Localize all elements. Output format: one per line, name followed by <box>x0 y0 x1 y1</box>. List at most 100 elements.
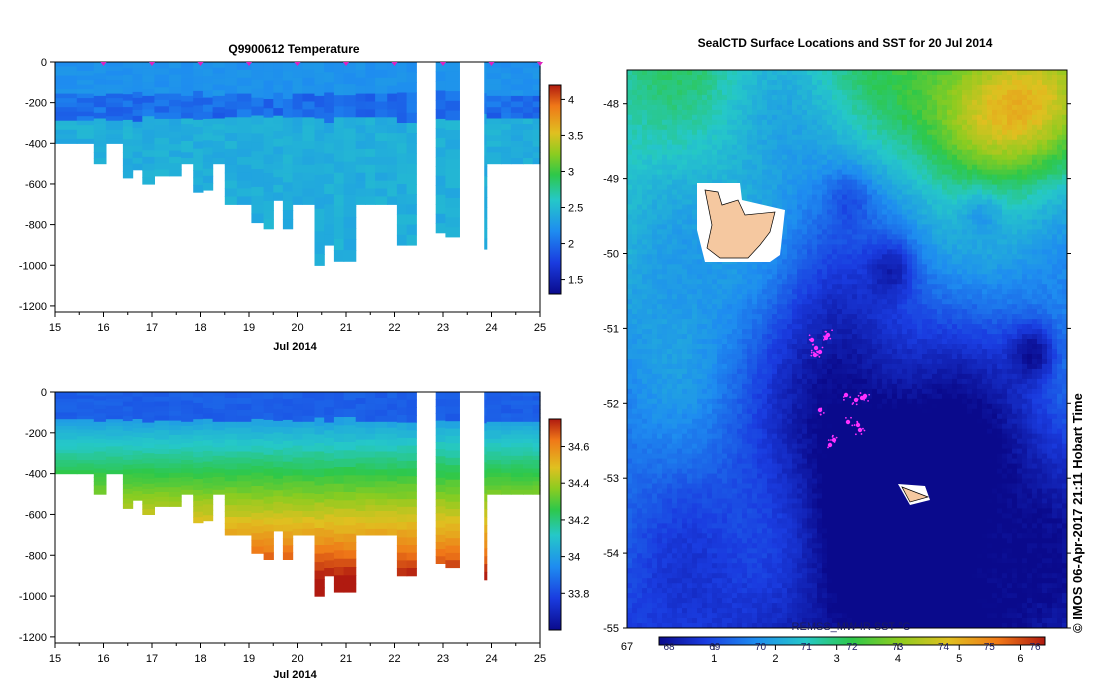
sst-cell <box>757 199 763 205</box>
sst-cell <box>922 124 928 131</box>
sst-cell <box>1037 94 1043 101</box>
sst-cell <box>667 224 673 230</box>
sst-cell <box>1012 209 1018 215</box>
sst-cell <box>937 234 943 240</box>
salinity-cell <box>343 392 357 401</box>
sst-cell <box>1002 219 1008 225</box>
sst-cell <box>837 209 843 215</box>
sst-cell <box>952 189 958 196</box>
sst-cell <box>662 134 668 141</box>
sst-cell <box>997 80 1003 86</box>
sst-cell <box>807 199 813 205</box>
salinity-cell <box>365 433 376 441</box>
sst-cell <box>822 159 828 166</box>
sst-cell <box>892 209 898 215</box>
salinity-cell <box>375 463 388 470</box>
salinity-cell <box>435 492 446 500</box>
sst-cell <box>1017 104 1023 111</box>
sst-cell <box>787 189 793 196</box>
temperature-cell <box>212 112 226 119</box>
sst-cell <box>992 70 998 76</box>
salinity-cell <box>396 392 408 401</box>
salinity-cell <box>142 437 155 444</box>
sst-cell <box>1032 159 1038 166</box>
sst-cell <box>902 94 908 101</box>
sst-cell <box>1037 75 1043 81</box>
sst-cell <box>927 214 933 220</box>
salinity-cell <box>523 438 534 444</box>
sst-cell <box>872 104 878 111</box>
sst-cell <box>642 119 648 126</box>
sst-cell <box>672 129 678 136</box>
sst-cell <box>802 209 808 215</box>
sst-cell <box>817 169 823 176</box>
sst-cell <box>1002 239 1008 245</box>
sst-cell <box>792 139 798 146</box>
salinity-cell <box>314 468 325 478</box>
surface-marker <box>537 62 543 66</box>
sst-cell <box>897 244 903 250</box>
sst-cell <box>877 224 883 230</box>
y-tick-label: -600 <box>25 179 47 191</box>
sst-cell <box>882 134 888 141</box>
sst-cell <box>957 164 963 171</box>
sst-cell <box>932 209 938 215</box>
sst-cell <box>797 164 803 171</box>
salinity-cell <box>212 409 226 414</box>
sst-cell <box>722 139 728 146</box>
sst-cell <box>652 104 658 111</box>
sst-cell <box>837 194 843 201</box>
sst-cell <box>807 164 813 171</box>
sst-cell <box>972 214 978 220</box>
sst-cell <box>662 89 668 96</box>
sst-cell <box>1017 94 1023 101</box>
sst-cell <box>707 134 713 141</box>
sst-cell <box>1012 189 1018 196</box>
sst-cell <box>712 109 718 116</box>
sst-cell <box>652 209 658 215</box>
temperature-cell <box>532 146 541 153</box>
salinity-cell <box>142 458 155 464</box>
salinity-cell <box>387 505 398 512</box>
surface-marker <box>197 62 204 66</box>
sst-cell <box>1012 184 1018 191</box>
sst-cell <box>877 89 883 96</box>
temperature-cell <box>510 124 524 131</box>
temperature-cell <box>532 78 541 86</box>
temperature-cell <box>236 117 253 126</box>
temperature-cell <box>292 141 303 150</box>
temperature-cell <box>142 82 155 90</box>
sst-cell <box>1017 199 1023 205</box>
sst-cell <box>742 124 748 131</box>
sst-cell <box>992 139 998 146</box>
sst-cell <box>637 109 643 116</box>
sst-cell <box>697 70 703 76</box>
sst-cell <box>912 80 918 86</box>
sst-cell <box>652 224 658 230</box>
salinity-cell <box>76 422 95 427</box>
sst-cell <box>922 144 928 151</box>
sst-cell <box>927 144 933 151</box>
salinity-cell <box>510 417 524 423</box>
temperature-cell <box>132 139 143 147</box>
sst-cell <box>887 179 893 186</box>
sst-cell <box>1027 174 1033 181</box>
temperature-cell <box>251 88 265 99</box>
sst-cell <box>1062 89 1068 96</box>
temperature-cell <box>387 172 398 182</box>
y-tick-label: -1200 <box>19 301 47 313</box>
sst-cell <box>832 89 838 96</box>
sst-cell <box>727 89 733 96</box>
salinity-cell <box>93 455 107 461</box>
sst-cell <box>952 204 958 210</box>
sst-cell <box>1032 129 1038 136</box>
temperature-cell <box>236 85 253 95</box>
temperature-cell <box>343 205 357 218</box>
salinity-cell <box>302 457 316 465</box>
salinity-cell <box>365 421 376 429</box>
sst-cell <box>977 174 983 181</box>
sst-cell <box>842 189 848 196</box>
sst-cell <box>872 184 878 191</box>
sst-cell <box>692 234 698 240</box>
temperature-x-axis: 15 16 17 18 19 20 21 22 23 24 25 <box>49 312 546 334</box>
